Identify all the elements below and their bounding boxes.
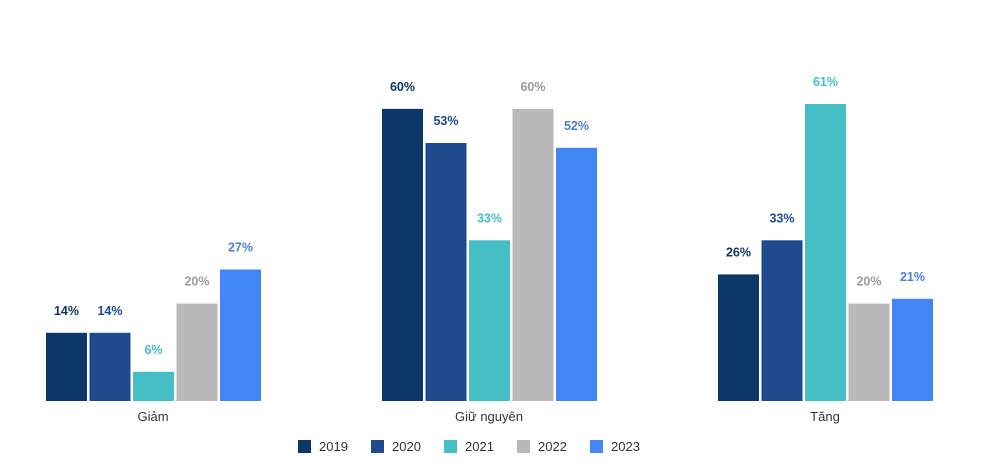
bar-2020-3 (761, 240, 803, 401)
legend-label-2021: 2021 (465, 439, 494, 454)
legend-item-2021[interactable]: 2021 (444, 439, 494, 454)
legend-label-2022: 2022 (538, 439, 567, 454)
value-label-2023-2: 52% (564, 119, 589, 133)
legend-item-2019[interactable]: 2019 (298, 439, 348, 454)
bar-2020-1 (89, 332, 131, 401)
bar-2019-2 (382, 108, 423, 402)
category-labels-layer: Giảm Giữ nguyên Tăng (137, 409, 839, 424)
legend-swatch-2021 (444, 440, 457, 453)
value-label-2019-2: 60% (390, 80, 415, 94)
bar-2022-1 (176, 303, 218, 401)
bar-2021-1 (133, 371, 174, 401)
bar-2021-2 (469, 240, 510, 401)
value-label-2020-1: 14% (97, 304, 122, 318)
category-label-2: Giữ nguyên (455, 409, 523, 424)
value-label-2023-1: 27% (228, 241, 253, 255)
value-label-2022-3: 20% (856, 275, 881, 289)
legend-swatch-2020 (371, 440, 384, 453)
bar-2023-1 (220, 269, 261, 401)
bar-2020-2 (425, 143, 467, 401)
value-label-2020-2: 53% (433, 114, 458, 128)
legend-label-2023: 2023 (611, 439, 640, 454)
value-label-2023-3: 21% (900, 270, 925, 284)
value-label-2020-3: 33% (769, 211, 794, 225)
value-label-2022-1: 20% (184, 275, 209, 289)
category-label-3: Tăng (810, 409, 840, 424)
bar-2023-3 (892, 298, 933, 401)
value-label-2021-3: 61% (813, 75, 838, 89)
legend-swatch-2022 (517, 440, 530, 453)
bar-2023-2 (556, 147, 597, 401)
bar-2022-2 (512, 108, 554, 402)
value-label-2021-1: 6% (144, 343, 162, 357)
value-label-2019-1: 14% (54, 304, 79, 318)
legend-swatch-2019 (298, 440, 311, 453)
bars-layer (46, 104, 933, 402)
legend-item-2020[interactable]: 2020 (371, 439, 421, 454)
legend-swatch-2023 (590, 440, 603, 453)
value-label-2019-3: 26% (726, 245, 751, 259)
legend-label-2020: 2020 (392, 439, 421, 454)
bar-2021-3 (805, 104, 846, 401)
legend[interactable]: 2019 2020 2021 2022 2023 (298, 439, 640, 454)
legend-item-2022[interactable]: 2022 (517, 439, 567, 454)
legend-label-2019: 2019 (319, 439, 348, 454)
value-label-2022-2: 60% (520, 80, 545, 94)
bar-2019-1 (46, 332, 87, 401)
category-label-1: Giảm (137, 409, 168, 424)
bar-2019-3 (718, 274, 759, 401)
bar-2022-3 (848, 303, 890, 401)
legend-item-2023[interactable]: 2023 (590, 439, 640, 454)
value-label-2021-2: 33% (477, 211, 502, 225)
value-labels-layer: 14% 14% 6% 20% 27% 60% 53% 33% 60% 52% 26% 33% 61% 20… (54, 75, 925, 357)
